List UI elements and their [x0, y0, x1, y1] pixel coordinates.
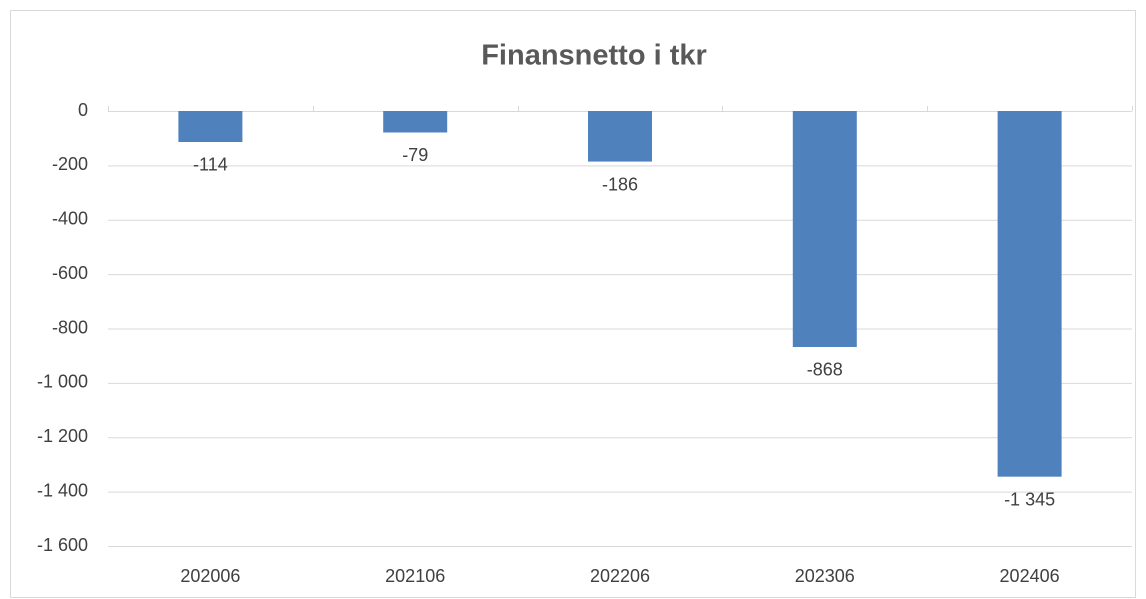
chart-border: [10, 10, 1136, 598]
y-tick-label: -200: [52, 154, 88, 174]
data-label: -186: [602, 174, 638, 194]
bar: [997, 111, 1062, 477]
x-tick-label: 202406: [1000, 566, 1060, 586]
x-tick-label: 202306: [795, 566, 855, 586]
data-label: -114: [193, 155, 228, 175]
chart-title: Finansnetto i tkr: [481, 40, 707, 72]
data-label: -868: [807, 360, 843, 380]
y-tick-label: -600: [52, 263, 88, 283]
x-tick-label: 202106: [385, 566, 445, 586]
x-tick-label: 202206: [590, 566, 650, 586]
bar: [178, 111, 243, 142]
data-label: -1 345: [1004, 489, 1055, 509]
bar: [383, 111, 448, 133]
y-tick-label: -400: [52, 209, 88, 229]
y-tick-label: 0: [78, 100, 88, 120]
bar: [792, 111, 857, 347]
y-tick-label: -800: [52, 317, 88, 337]
y-tick-label: -1 400: [37, 480, 88, 500]
y-tick-label: -1 600: [37, 535, 88, 555]
bar: [588, 111, 652, 162]
data-label: -79: [402, 145, 428, 165]
y-tick-label: -1 200: [37, 426, 88, 446]
x-tick-label: 202006: [180, 566, 240, 586]
y-tick-label: -1 000: [37, 372, 88, 392]
